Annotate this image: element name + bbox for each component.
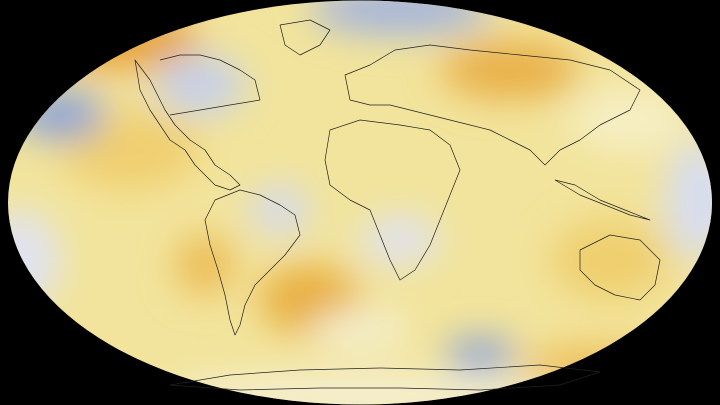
coastlines xyxy=(134,19,661,391)
